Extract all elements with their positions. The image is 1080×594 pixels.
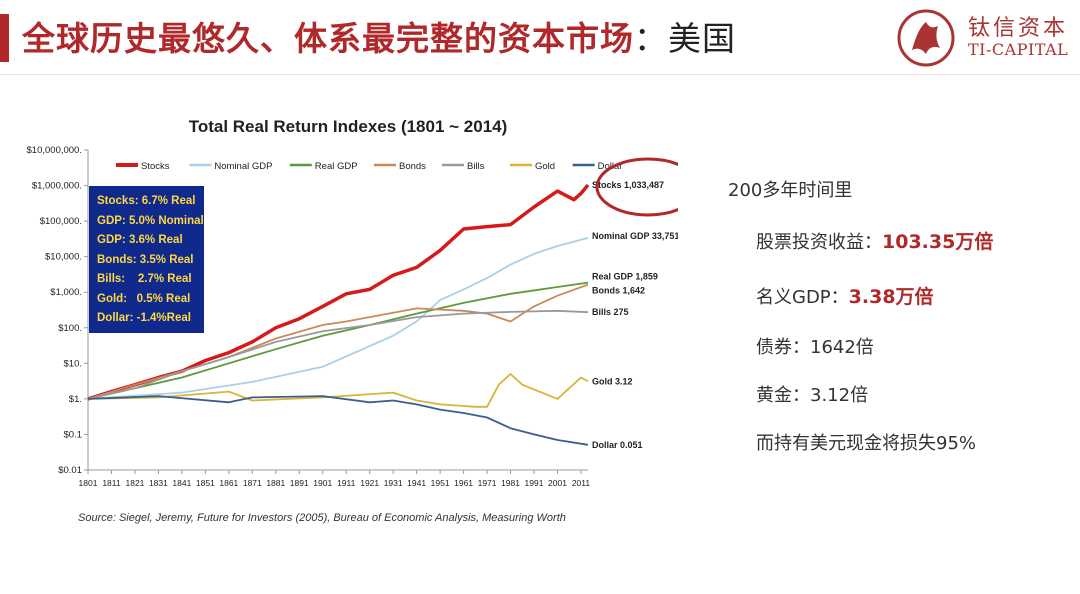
x-tick-label: 1851 [196,478,215,488]
stat-gdp-nominal: GDP: 5.0% Nominal [97,214,204,227]
end-label-gold: Gold 3.12 [592,376,633,386]
legend-label: Real GDP [315,161,358,172]
x-tick-label: 1811 [102,478,121,488]
end-label-bonds: Bonds 1,642 [592,286,645,296]
x-tick-label: 1841 [172,478,191,488]
stat-bonds: Bonds: 3.5% Real [97,253,194,266]
y-tick-label: $10. [64,358,83,369]
summary-bonds: 债券：1642倍 [756,337,874,358]
series-line-bills [87,309,589,400]
real-return-stats-box: Stocks: 6.7% Real GDP: 5.0% Nominal GDP:… [89,186,204,333]
title-accent-bar [0,14,9,62]
x-tick-label: 1971 [478,478,497,488]
stat-gold: Gold: 0.5% Real [97,292,191,305]
end-label-bills: Bills 275 [592,307,629,317]
legend-label: Nominal GDP [214,161,272,172]
company-logo [897,9,955,67]
end-label-stocks: Stocks 1,033,487 [592,180,664,190]
page-title: 全球历史最悠久、体系最完整的资本市场：美国 [22,19,736,58]
chart-end-labels: Stocks 1,033,487 Nominal GDP 33,751 Real G… [592,180,678,450]
x-tick-label: 1991 [525,478,544,488]
y-tick-label: $100. [58,323,82,334]
legend-label: Dollar [598,161,623,172]
legend-label: Bills [467,161,485,172]
x-tick-label: 1831 [149,478,168,488]
x-tick-label: 1881 [266,478,285,488]
x-tick-label: 1921 [360,478,379,488]
x-tick-label: 2001 [548,478,567,488]
summary-intro: 200多年时间里 [728,180,853,201]
x-tick-label: 1901 [313,478,332,488]
logo-text-cn: 钛信资本 [968,16,1069,41]
y-tick-label: $1. [69,394,82,405]
chart-source: Source: Siegel, Jeremy, Future for Inves… [78,512,566,524]
stat-gdp-real: GDP: 3.6% Real [97,234,183,246]
series-line-real-gdp [87,281,589,400]
summary-gdp: 名义GDP：3.38万倍 [756,286,934,308]
stocks-highlight-circle [595,157,678,217]
summary-gold: 黄金：3.12倍 [756,385,869,406]
x-tick-label: 1941 [407,478,426,488]
y-tick-label: $10,000,000. [27,145,82,156]
header-divider [0,74,1080,75]
legend-label: Bonds [399,161,426,172]
x-tick-label: 1861 [219,478,238,488]
x-tick-label: 1981 [501,478,520,488]
y-tick-label: $0.1 [64,429,83,440]
x-tick-label: 1871 [243,478,262,488]
series-line-dollar [87,395,589,446]
end-label-dollar: Dollar 0.051 [592,440,643,450]
x-tick-label: 1891 [290,478,309,488]
y-tick-label: $100,000. [40,216,82,227]
chart-lines [87,183,590,446]
stat-bills: Bills: 2.7% Real [97,273,192,285]
y-tick-label: $0.01 [58,465,82,476]
x-tick-label: 1821 [125,478,144,488]
summary-dollar: 而持有美元现金将损失95% [756,433,977,454]
x-tick-label: 1801 [79,478,98,488]
x-tick-label: 2011 [572,478,591,488]
x-tick-label: 1961 [454,478,473,488]
legend-label: Stocks [141,161,170,172]
logo-text-en: TI-CAPITAL [968,40,1069,59]
return-index-chart: Total Real Return Indexes (1801 ~ 2014) … [27,117,678,488]
y-tick-label: $10,000. [45,252,82,263]
stat-dollar: Dollar: -1.4%Real [97,312,191,324]
series-line-nominal-gdp [87,237,589,400]
end-label-real-gdp: Real GDP 1,859 [592,272,658,282]
y-tick-label: $1,000,000. [32,181,82,192]
chart-axes: $10,000,000. $1,000,000. $100,000. $10,000.… [27,145,591,488]
stat-stocks: Stocks: 6.7% Real [97,195,196,207]
chart-legend: Stocks Nominal GDP Real GDP Bonds Bills Gold D… [116,161,622,172]
chart-title: Total Real Return Indexes (1801 ~ 2014) [189,117,508,136]
end-label-nominal-gdp: Nominal GDP 33,751 [592,231,678,241]
summary-stocks: 股票投资收益：103.35万倍 [756,231,994,253]
x-tick-label: 1951 [431,478,450,488]
y-tick-label: $1,000. [50,287,82,298]
series-line-gold [87,373,589,408]
legend-label: Gold [535,161,555,172]
x-tick-label: 1931 [384,478,403,488]
x-tick-label: 1911 [337,478,356,488]
